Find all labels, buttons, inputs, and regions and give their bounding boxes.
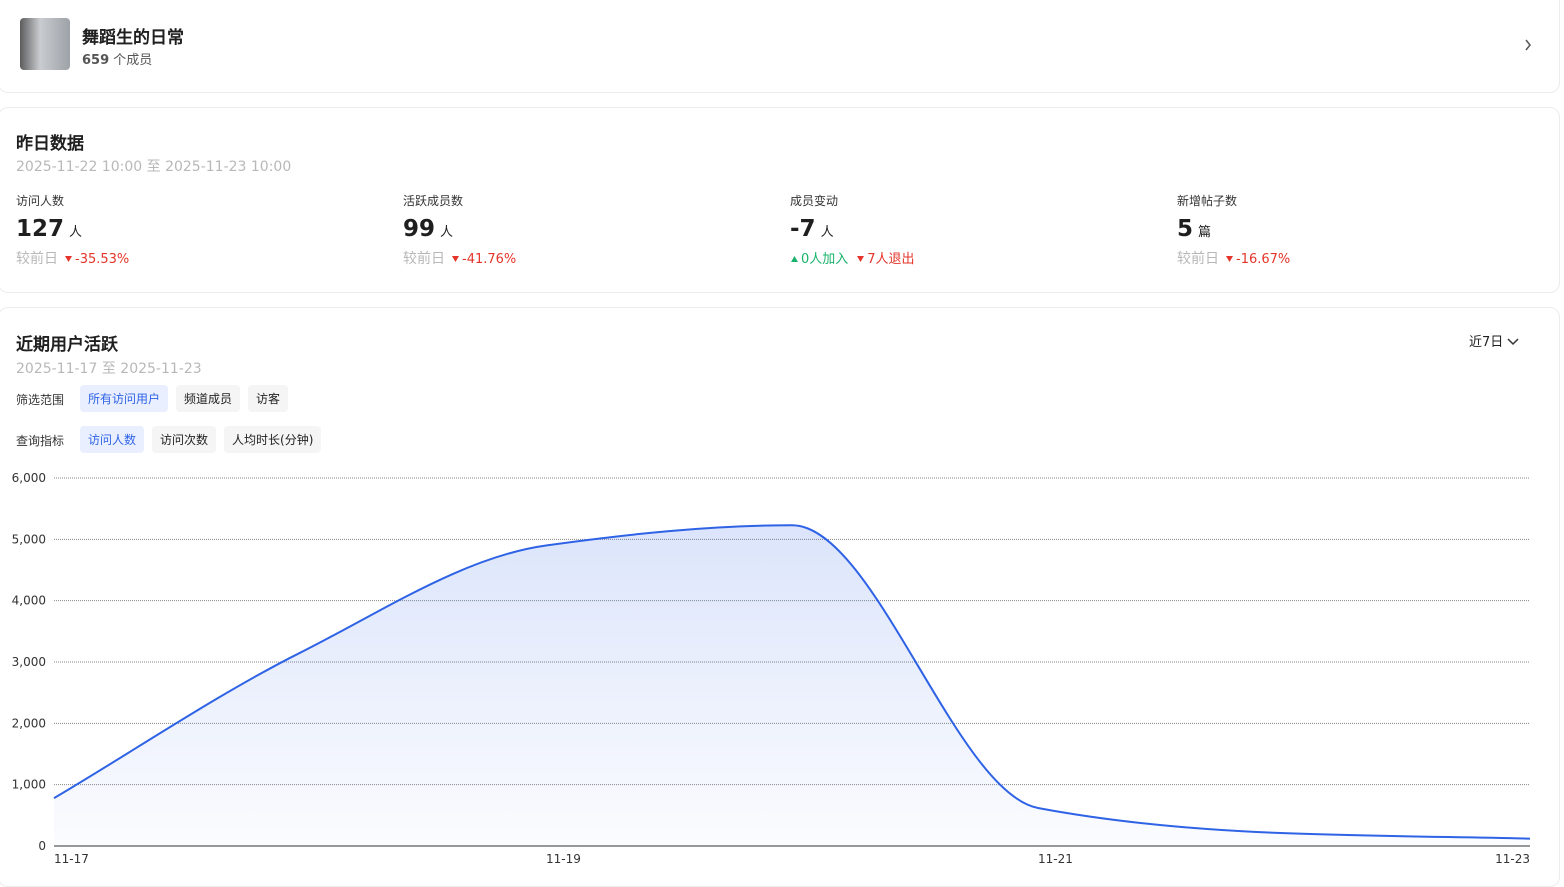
member-count: 659: [82, 53, 110, 68]
x-tick-label: 11-19: [546, 852, 581, 866]
chip[interactable]: 所有访问用户: [80, 385, 169, 412]
down-icon: [452, 256, 459, 262]
compare-label: 较前日: [403, 251, 445, 267]
period: 近7日: [1469, 335, 1504, 350]
stat-value: 127: [16, 216, 65, 242]
stat: 新增帖子数 5 篇较前日 -16.67%: [1177, 192, 1290, 268]
y-tick-label: 5,000: [12, 532, 46, 546]
dropdown-icon: [1507, 338, 1519, 346]
joined: 0人加入: [801, 252, 849, 267]
period-select[interactable]: 近7日: [1469, 331, 1519, 350]
range-end: 2025-11-23: [120, 361, 202, 377]
area-fill: [54, 525, 1530, 846]
metric-label: 查询指标: [16, 434, 65, 448]
stat-label: 新增帖子数: [1177, 194, 1238, 208]
chevron: [1525, 39, 1531, 51]
chip[interactable]: 人均时长(分钟): [224, 426, 322, 453]
stat-compare: 较前日 -16.67%: [1177, 248, 1290, 268]
chip[interactable]: 访客: [248, 385, 289, 412]
range-end: 2025-11-23 10:00: [165, 159, 292, 175]
avatar: [20, 18, 70, 70]
chip[interactable]: 频道成员: [176, 385, 241, 412]
section-title: 昨日数据: [16, 134, 84, 154]
member-unit: 个成员: [113, 53, 153, 68]
range-start: 2025-11-17: [16, 361, 98, 377]
group-card[interactable]: 舞蹈生的日常 659 个成员: [0, 0, 1560, 93]
section-title: 近期用户活跃: [16, 335, 118, 355]
down-icon: [1226, 256, 1233, 262]
range-sep: 至: [146, 159, 161, 175]
stat-compare: 较前日 -35.53%: [16, 248, 129, 268]
change: -41.76%: [462, 252, 517, 267]
stat-unit: 篇: [1198, 225, 1212, 240]
y-tick-label: 1,000: [12, 778, 46, 792]
yesterday-card: 昨日数据 2025-11-22 10:00 至 2025-11-23 10:00…: [0, 107, 1560, 293]
change: -35.53%: [75, 252, 130, 267]
stat: 活跃成员数 99 人较前日 -41.76%: [403, 192, 516, 268]
y-tick-label: 4,000: [12, 594, 46, 608]
x-tick-label: 11-17: [54, 852, 89, 866]
stat-label: 成员变动: [790, 194, 839, 208]
up-icon: [791, 256, 798, 262]
y-tick-label: 3,000: [12, 655, 46, 669]
y-tick-label: 2,000: [12, 716, 46, 730]
range-start: 2025-11-22 10:00: [16, 159, 143, 175]
group-name: 舞蹈生的日常: [82, 28, 184, 48]
x-tick-label: 11-21: [1038, 852, 1073, 866]
stat-value-row: -7 人: [790, 216, 915, 242]
chip[interactable]: 访问人数: [80, 426, 145, 453]
x-tick-label: 11-23: [1495, 852, 1530, 866]
down-icon: [857, 256, 865, 262]
stat: 成员变动 -7 人 0人加入 7人退出: [790, 192, 915, 267]
range-sep: 至: [101, 361, 116, 377]
stat-value: 5: [1177, 216, 1194, 242]
stat-label: 访问人数: [16, 194, 65, 208]
compare-label: 较前日: [1177, 251, 1219, 267]
stat-unit: 人: [820, 225, 834, 240]
stat-compare: 0人加入 7人退出: [790, 248, 915, 267]
stat-unit: 人: [69, 225, 83, 240]
stat-value-row: 99 人: [403, 216, 516, 242]
change: -16.67%: [1236, 252, 1291, 267]
stat-value-row: 127 人: [16, 216, 129, 242]
filter-label: 筛选范围: [16, 393, 65, 407]
y-tick-label: 0: [38, 839, 46, 853]
stat-compare: 较前日 -41.76%: [403, 248, 516, 268]
down-icon: [65, 256, 72, 262]
stat-value: -7: [790, 216, 816, 242]
chip[interactable]: 访问次数: [152, 426, 217, 453]
compare-label: 较前日: [16, 251, 58, 267]
left: 7人退出: [867, 252, 915, 267]
stat-label: 活跃成员数: [403, 194, 464, 208]
line: [53, 524, 1531, 840]
y-tick-label: 6,000: [12, 471, 46, 485]
chart: 0 1,000 2,000 3,000 4,000 5,000 6,000 11-17 11-1…: [12, 471, 1531, 866]
stat-value: 99: [403, 216, 436, 242]
stat: 访问人数 127 人较前日 -35.53%: [16, 192, 129, 268]
stat-unit: 人: [440, 225, 454, 240]
